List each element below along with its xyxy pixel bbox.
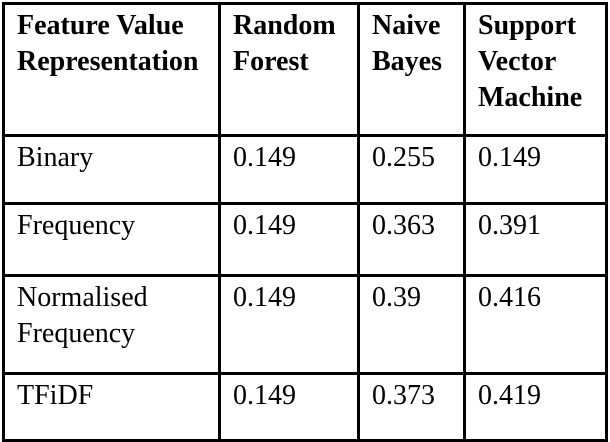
- cell-tfidf-svm: 0.419: [463, 372, 608, 442]
- cell-binary-random-forest: 0.149: [218, 134, 360, 205]
- row-label-tfidf: TFiDF: [2, 372, 221, 442]
- header-feature-value-representation: Feature Value Representation: [2, 2, 221, 137]
- cell-normfreq-random-forest: 0.149: [218, 274, 360, 375]
- header-random-forest: Random Forest: [218, 2, 360, 137]
- table-row-frequency: Frequency 0.149 0.363 0.391: [2, 202, 608, 277]
- cell-frequency-random-forest: 0.149: [218, 202, 360, 277]
- table-header-row: Feature Value Representation Random Fore…: [2, 2, 608, 137]
- table-row-binary: Binary 0.149 0.255 0.149: [2, 134, 608, 205]
- row-label-frequency: Frequency: [2, 202, 221, 277]
- table-row-normalised-frequency: Normalised Frequency 0.149 0.39 0.416: [2, 274, 608, 375]
- row-label-normalised-frequency: Normalised Frequency: [2, 274, 221, 375]
- cell-frequency-svm: 0.391: [463, 202, 608, 277]
- header-naive-bayes: Naive Bayes: [357, 2, 466, 137]
- cell-binary-svm: 0.149: [463, 134, 608, 205]
- cell-tfidf-random-forest: 0.149: [218, 372, 360, 442]
- table-row-tfidf: TFiDF 0.149 0.373 0.419: [2, 372, 608, 442]
- cell-normfreq-svm: 0.416: [463, 274, 608, 375]
- cell-normfreq-naive-bayes: 0.39: [357, 274, 466, 375]
- row-label-binary: Binary: [2, 134, 221, 205]
- cell-frequency-naive-bayes: 0.363: [357, 202, 466, 277]
- header-support-vector-machine: Support Vector Machine: [463, 2, 608, 137]
- cell-binary-naive-bayes: 0.255: [357, 134, 466, 205]
- cell-tfidf-naive-bayes: 0.373: [357, 372, 466, 442]
